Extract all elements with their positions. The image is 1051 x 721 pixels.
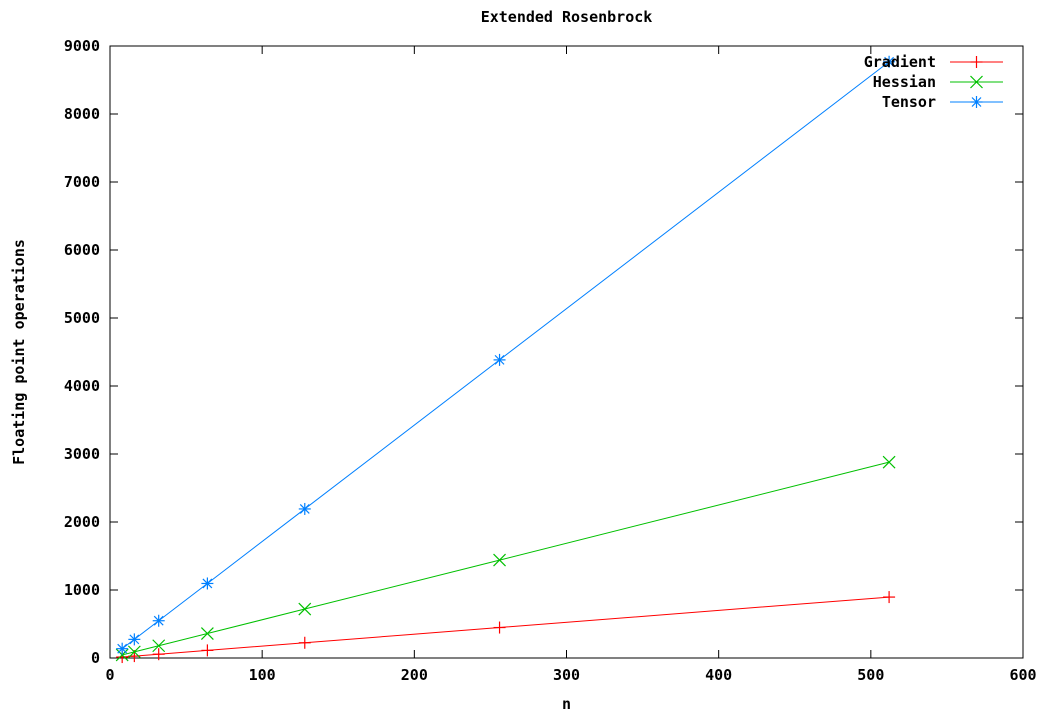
data-point-tensor: [493, 353, 506, 366]
x-tick-label: 300: [553, 666, 580, 684]
data-point-tensor: [152, 614, 165, 627]
data-point-gradient: [298, 636, 311, 649]
series-line-tensor: [121, 61, 890, 650]
chart-title: Extended Rosenbrock: [481, 8, 653, 26]
x-tick-label: 200: [401, 666, 428, 684]
x-tick-label: 600: [1009, 666, 1036, 684]
legend-marker-hessian: [970, 75, 983, 89]
legend-label-tensor: Tensor: [882, 93, 936, 111]
y-tick-label: 3000: [64, 445, 100, 463]
x-tick-label: 500: [857, 666, 884, 684]
data-point-hessian: [200, 627, 214, 640]
data-point-hessian: [152, 639, 166, 653]
y-tick-label: 6000: [64, 241, 100, 259]
data-point-hessian: [298, 602, 312, 616]
data-point-tensor: [128, 633, 141, 646]
x-tick-label: 400: [705, 666, 732, 684]
legend-label-gradient: Gradient: [864, 53, 936, 71]
x-tick-label: 100: [249, 666, 276, 684]
data-point-tensor: [298, 502, 311, 515]
data-point-gradient: [152, 648, 165, 661]
data-point-tensor: [201, 577, 214, 590]
x-tick-label: 0: [105, 666, 114, 684]
series-line-hessian: [122, 461, 890, 656]
y-tick-label: 8000: [64, 105, 100, 123]
y-tick-label: 2000: [64, 513, 100, 531]
data-point-hessian: [127, 645, 141, 659]
data-point-hessian: [115, 648, 129, 662]
x-axis-title: n: [562, 695, 571, 713]
y-tick-label: 1000: [64, 581, 100, 599]
legend-label-hessian: Hessian: [873, 73, 936, 91]
y-tick-label: 4000: [64, 377, 100, 395]
data-point-tensor: [883, 55, 896, 68]
data-point-tensor: [116, 642, 129, 655]
y-tick-label: 7000: [64, 173, 100, 191]
y-axis-title: Floating point operations: [10, 239, 28, 465]
y-tick-label: 5000: [64, 309, 100, 327]
ticks-group: 0 100 200 300 400 500 600010002000300040005000…: [64, 37, 1037, 684]
data-point-hessian: [882, 455, 896, 469]
y-tick-label: 9000: [64, 37, 100, 55]
data-point-gradient: [201, 644, 214, 657]
plot-frame: [109, 45, 1024, 659]
legend: Gradient Hessian Tensor: [864, 53, 1003, 111]
series-group: [115, 55, 896, 664]
data-point-hessian: [493, 553, 506, 567]
legend-marker-tensor: [970, 96, 983, 108]
y-tick-label: 0: [91, 649, 100, 667]
legend-marker-gradient: [970, 56, 983, 68]
series-line-gradient: [122, 596, 890, 658]
data-point-gradient: [493, 621, 506, 634]
data-point-gradient: [883, 591, 896, 604]
